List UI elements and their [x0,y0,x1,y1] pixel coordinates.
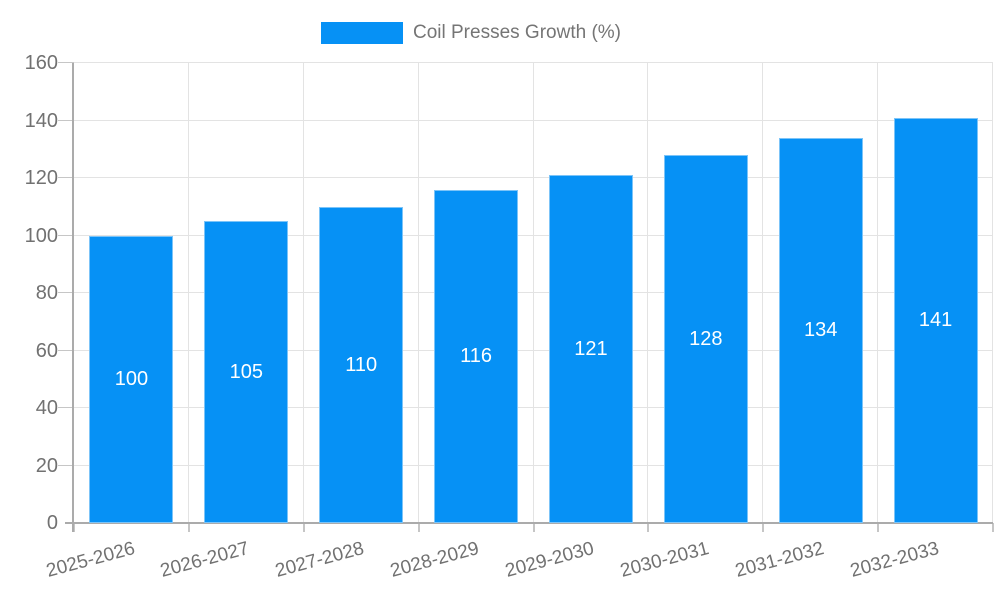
x-gridline [762,63,764,523]
y-axis-line [72,63,74,532]
y-tick-mark [58,177,74,178]
bar[interactable]: 110 [319,206,404,523]
bar-value-label: 141 [918,309,953,332]
bar-value-label: 116 [460,345,492,368]
y-tick-label: 40 [35,397,58,419]
y-tick-label: 60 [35,339,58,362]
y-tick-label: 20 [35,454,58,477]
x-tick-mark [532,523,535,532]
x-tick-mark [877,523,880,532]
y-tick-label: 140 [24,109,58,132]
x-axis-label: 2025-2026 [43,538,137,582]
y-tick-mark [58,464,74,466]
bar[interactable]: 116 [434,189,519,523]
x-tick-mark [187,523,190,532]
bar[interactable]: 100 [89,235,174,523]
y-tick-mark [58,292,74,293]
legend-item[interactable]: Coil Presses Growth (%) [321,22,621,44]
x-tick-mark [992,523,994,532]
x-axis-label: 2032-2033 [847,538,941,582]
bar-value-label: 110 [345,353,378,376]
x-gridline [992,63,993,523]
y-gridline [74,62,993,63]
y-tick-mark [58,349,74,351]
y-gridline [74,349,993,351]
y-tick-label: 80 [35,282,58,304]
bar[interactable]: 134 [778,137,863,523]
legend-label: Coil Presses Growth (%) [413,22,621,43]
bar-value-label: 100 [114,368,149,391]
bar-value-label: 105 [229,361,263,384]
x-tick-mark [302,523,305,532]
y-gridline [74,464,993,466]
y-tick-label: 160 [24,52,58,74]
y-tick-label: 100 [24,224,58,247]
bar[interactable]: 121 [548,175,633,523]
y-tick-mark [58,407,74,408]
y-tick-mark [58,62,74,63]
x-gridline [647,63,649,523]
legend-swatch [321,22,403,44]
x-axis-label: 2028-2029 [388,538,482,582]
y-gridline [74,407,993,408]
x-gridline [877,63,879,523]
bar-value-label: 121 [574,338,608,361]
x-gridline [532,63,534,523]
x-tick-mark [647,523,650,532]
y-tick-label: 120 [24,167,58,189]
x-tick-mark [762,523,765,532]
x-gridline [187,63,189,523]
bar[interactable]: 141 [893,117,978,523]
x-axis-label: 2026-2027 [158,538,252,582]
bar[interactable]: 128 [663,155,748,523]
bar-value-label: 128 [689,328,723,350]
x-axis-label: 2030-2031 [618,538,712,582]
x-axis-line [65,522,993,524]
x-tick-mark [417,523,420,532]
bar-value-label: 134 [804,319,838,342]
x-tick-mark [73,523,75,532]
x-axis-label: 2031-2032 [732,538,827,582]
x-axis-label: 2029-2030 [503,538,597,582]
y-gridline [74,119,993,121]
bar[interactable]: 105 [204,221,289,523]
y-gridline [74,177,993,178]
y-gridline [74,292,993,293]
x-axis-label: 2027-2028 [273,538,367,582]
y-tick-label: 0 [46,512,58,534]
y-tick-mark [58,119,74,121]
x-gridline [417,63,419,523]
y-gridline [74,234,993,236]
x-gridline [302,63,304,523]
y-tick-mark [58,234,74,236]
